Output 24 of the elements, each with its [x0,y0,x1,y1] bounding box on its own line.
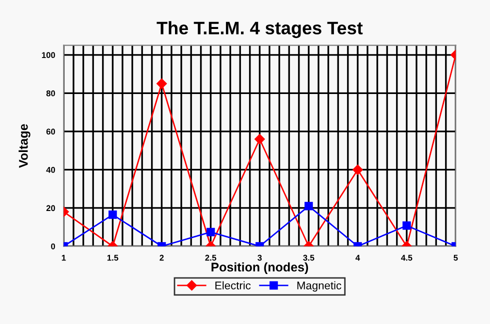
y-tick-label: 100 [42,52,56,58]
y-tick-label: 80 [46,90,56,96]
point [254,134,265,144]
y-tick-label: 0 [51,243,56,250]
x-tick-label: 2.5 [205,254,216,261]
chart-title: The T.E.M. 4 stages Test [156,21,363,38]
x-tick-label: 2 [160,254,164,261]
x-tick-label: 4 [356,254,360,261]
legend-label: Magnetic [297,281,342,292]
x-tick-label: 4.5 [401,254,412,261]
x-axis-title: Position (nodes) [212,262,308,274]
point [352,164,363,175]
y-tick-label: 60 [46,128,56,135]
point [156,78,167,89]
x-tick-label: 3 [258,254,262,261]
x-tick-label: 5 [454,254,458,261]
x-tick-label: 1 [62,254,66,261]
point [304,202,313,210]
y-axis-title: Voltage [18,124,30,168]
x-tick-label: 3.5 [303,254,314,261]
y-tick-label: 40 [46,166,56,173]
legend-label: Electric [215,281,251,290]
x-tick-label: 1.5 [107,254,118,261]
y-tick-label: 20 [46,205,56,212]
